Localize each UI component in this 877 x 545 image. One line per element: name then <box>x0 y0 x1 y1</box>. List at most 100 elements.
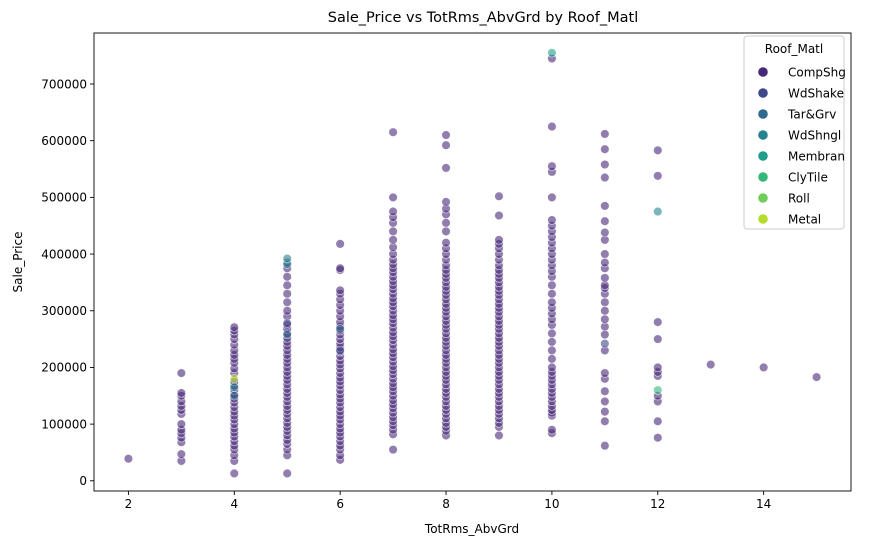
x-axis-ticks: 2 4 6 8 10 12 14 <box>125 491 771 511</box>
point-compshg <box>547 354 557 364</box>
point-compshg <box>335 263 345 273</box>
chart-title: Sale_Price vs TotRms_AbvGrd by Roof_Matl <box>328 10 638 26</box>
point-compshg <box>653 317 663 327</box>
x-tick-label: 14 <box>756 497 771 511</box>
y-tick-label: 0 <box>79 474 87 488</box>
legend-marker-roll <box>758 193 768 203</box>
point-compshg <box>547 297 557 307</box>
point-compshg <box>388 192 398 202</box>
point-compshg <box>600 227 610 238</box>
y-tick-label: 100000 <box>41 417 87 431</box>
point-compshg <box>547 215 557 225</box>
point-wdshake <box>282 318 292 328</box>
point-compshg <box>123 454 134 464</box>
point-clytile <box>653 385 663 395</box>
point-compshg <box>176 368 186 378</box>
legend-marker-membran <box>758 151 768 161</box>
y-axis-ticks: 0 100000 200000 300000 400000 500000 600000 700… <box>41 77 94 488</box>
plot-frame <box>93 32 852 492</box>
point-compshg <box>600 159 610 170</box>
x-tick-label: 8 <box>442 497 450 511</box>
point-compshg <box>600 172 610 183</box>
point-compshg <box>600 201 610 211</box>
point-membran <box>547 48 557 58</box>
point-compshg <box>600 216 610 226</box>
point-compshg <box>759 362 769 373</box>
x-axis-label: TotRms_AbvGrd <box>424 522 519 536</box>
point-compshg <box>176 388 186 398</box>
y-tick-label: 200000 <box>41 361 87 375</box>
point-compshg <box>653 171 663 181</box>
point-compshg <box>600 314 610 324</box>
point-compshg <box>600 407 610 417</box>
point-compshg <box>600 144 610 154</box>
point-compshg <box>547 161 557 171</box>
point-compshg <box>547 362 557 373</box>
legend-marker-tar-grv <box>758 109 768 119</box>
point-compshg <box>176 449 186 459</box>
point-compshg <box>282 272 292 282</box>
y-tick-label: 600000 <box>41 134 87 148</box>
x-tick-label: 2 <box>125 497 133 511</box>
point-compshg <box>282 306 292 316</box>
point-wdshngl <box>653 206 663 217</box>
y-tick-label: 500000 <box>41 191 87 205</box>
legend-label-metal: Metal <box>788 212 821 226</box>
point-compshg <box>600 386 610 396</box>
point-compshg <box>547 289 557 299</box>
point-compshg <box>600 306 610 316</box>
point-compshg <box>494 191 504 201</box>
legend-label-compshg: CompShg <box>788 65 846 79</box>
legend-label-membran: Membran <box>788 149 845 163</box>
point-compshg <box>441 238 451 248</box>
point-compshg <box>282 289 292 299</box>
point-compshg <box>441 226 451 236</box>
point-compshg <box>494 210 504 221</box>
legend-marker-compshg <box>758 67 768 77</box>
point-compshg <box>494 235 504 245</box>
legend-label-wdshngl: WdShngl <box>788 128 841 142</box>
point-wdshngl <box>229 382 239 392</box>
legend-box <box>743 35 845 230</box>
point-compshg <box>335 285 345 295</box>
point-metal <box>229 374 239 384</box>
y-axis-label: Sale_Price <box>11 232 25 293</box>
legend-label-roll: Roll <box>788 191 810 205</box>
point-compshg <box>600 329 610 340</box>
legend-marker-clytile <box>758 172 768 182</box>
point-compshg <box>441 130 451 140</box>
point-tar-grv <box>335 324 345 334</box>
legend: Roof_Matl CompShg WdShake Tar&Grv WdShngl Me… <box>743 35 846 230</box>
point-compshg <box>547 328 557 339</box>
point-compshg <box>176 419 186 429</box>
point-compshg <box>441 163 451 173</box>
point-compshg <box>282 297 292 307</box>
point-compshg <box>441 197 451 207</box>
y-tick-label: 300000 <box>41 304 87 318</box>
point-compshg <box>600 273 610 283</box>
point-compshg <box>229 322 239 332</box>
point-compshg <box>388 206 398 217</box>
point-compshg <box>282 280 292 290</box>
legend-marker-wdshake <box>758 88 768 98</box>
point-compshg <box>547 121 557 132</box>
point-compshg <box>547 425 557 435</box>
point-compshg <box>547 192 557 202</box>
x-tick-label: 10 <box>544 497 559 511</box>
legend-marker-wdshngl <box>758 130 768 140</box>
point-compshg <box>600 441 610 451</box>
point-compshg <box>547 280 557 290</box>
point-wdshngl <box>282 254 292 264</box>
point-tar-grv <box>282 329 292 340</box>
legend-marker-metal <box>758 214 768 224</box>
point-compshg <box>653 334 663 344</box>
x-tick-label: 12 <box>650 497 665 511</box>
point-compshg <box>335 239 345 249</box>
point-compshg <box>653 416 663 426</box>
point-compshg <box>600 249 610 259</box>
point-compshg <box>600 129 610 139</box>
point-compshg <box>600 257 610 268</box>
point-tar-grv <box>229 391 239 401</box>
